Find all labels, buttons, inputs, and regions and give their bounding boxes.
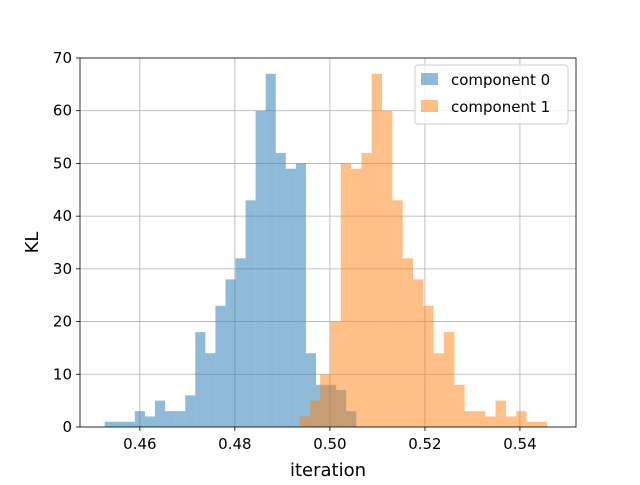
histogram-bar-component-1: [526, 421, 537, 427]
histogram-bar-component-0: [134, 411, 145, 427]
x-tick-label: 0.50: [313, 435, 346, 453]
histogram-bar-component-1: [340, 163, 352, 427]
histogram-bar-component-0: [285, 168, 296, 427]
x-tick-label: 0.52: [408, 435, 441, 453]
histogram-bar-component-0: [185, 395, 196, 427]
histogram-bar-component-1: [433, 353, 444, 427]
legend-label: component 0: [451, 71, 550, 89]
histogram-bar-component-0: [104, 421, 115, 427]
histogram-bar-component-0: [155, 400, 166, 427]
y-tick-label: 70: [53, 49, 72, 67]
y-tick-label: 60: [53, 102, 72, 120]
histogram-bar-component-1: [392, 200, 403, 427]
legend: component 0 component 1: [414, 64, 569, 125]
axes-frame: [79, 57, 577, 428]
histogram-bar-component-1: [485, 416, 496, 427]
histogram-bar-component-1: [320, 374, 331, 427]
histogram-bar-component-1: [309, 400, 321, 427]
histogram-bar-component-0: [165, 411, 176, 427]
y-axis-title: KL: [22, 232, 43, 254]
histogram-bar-component-0: [195, 332, 206, 427]
x-tick-label: 0.48: [218, 435, 251, 453]
legend-box: [414, 64, 569, 125]
histogram-bar-component-0: [295, 163, 306, 427]
histogram-bar-component-0: [245, 200, 256, 427]
histogram-bar-component-0: [305, 353, 317, 427]
histogram-bar-component-1: [454, 384, 465, 427]
histogram-bars: [104, 73, 548, 428]
histogram-bar-component-1: [536, 421, 548, 427]
histogram-bar-component-1: [423, 305, 434, 427]
histogram-bar-component-1: [402, 258, 414, 427]
histogram-bar-component-0: [225, 279, 236, 427]
histogram-bar-component-1: [495, 400, 506, 427]
x-tick-label: 0.54: [503, 435, 536, 453]
histogram-bar-component-0: [114, 421, 125, 427]
histogram-bar-component-1: [330, 321, 341, 427]
histogram-bar-component-0: [275, 152, 286, 427]
histogram-bar-component-0: [255, 110, 266, 427]
legend-swatch: [421, 100, 438, 112]
histogram-bar-component-1: [351, 168, 362, 427]
y-tick-label: 50: [53, 154, 72, 172]
histogram-bar-component-1: [464, 411, 475, 427]
x-tick-label: 0.46: [123, 435, 156, 453]
histogram-bar-component-0: [265, 73, 276, 428]
histogram-bar-component-0: [124, 421, 135, 427]
histogram-bar-component-0: [205, 353, 216, 427]
histogram-bar-component-1: [413, 279, 424, 427]
y-tick-label: 40: [53, 207, 72, 225]
histogram-bar-component-1: [371, 73, 383, 428]
legend-swatch: [421, 73, 438, 85]
histogram-bar-component-0: [235, 258, 246, 427]
histogram-bar-component-0: [175, 411, 186, 427]
histogram-bar-component-0: [215, 305, 226, 427]
histogram-bar-component-1: [382, 110, 393, 427]
y-tick-label: 10: [53, 365, 72, 383]
histogram-bar-component-1: [443, 332, 455, 427]
axis-ticks: 0.46 0.48 0.50 0.52 0.54 0 10 20 30 40 50 60 70: [53, 49, 537, 453]
legend-label: component 1: [451, 98, 550, 116]
histogram-bar-component-1: [505, 416, 517, 427]
histogram-bar-component-1: [474, 411, 486, 427]
y-tick-label: 0: [62, 418, 72, 436]
histogram-bar-component-1: [361, 152, 372, 427]
y-tick-label: 20: [53, 313, 72, 331]
y-tick-label: 30: [53, 260, 72, 278]
histogram-bar-component-1: [516, 411, 527, 427]
histogram-bar-component-0: [144, 416, 156, 427]
x-axis-title: iteration: [290, 460, 366, 480]
histogram-bar-component-1: [299, 416, 310, 427]
